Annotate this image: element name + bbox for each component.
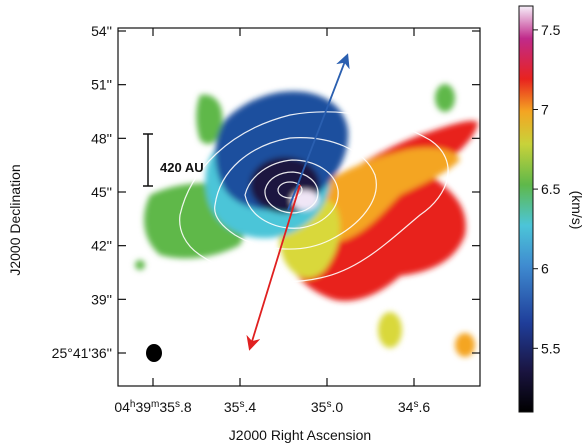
- y-axis-title: J2000 Declination: [7, 164, 23, 275]
- patch: [422, 228, 458, 252]
- contour: [244, 159, 339, 229]
- y-axis: 54'' 51'' 48'' 45'' 42'' 39'' 25°41'36'': [52, 23, 480, 361]
- colorbar-ticks: 7.5 7 6.5 6 5.5: [533, 22, 561, 356]
- patch: [135, 260, 145, 270]
- x-tick-label: 04h39m35s.8: [114, 399, 192, 416]
- scale-bar: 420 AU: [143, 133, 204, 187]
- x-axis-title: J2000 Right Ascension: [229, 427, 371, 443]
- plot-frame: [117, 27, 481, 387]
- contour: [277, 181, 303, 199]
- red-outflow-arrow: [246, 184, 301, 351]
- y-tick-label: 51'': [91, 77, 112, 93]
- contour: [264, 171, 319, 214]
- y-tick-label: 54'': [91, 23, 112, 39]
- beam-ellipse: [146, 344, 162, 362]
- contour: [214, 137, 377, 250]
- colorbar-tick-label: 7: [541, 101, 549, 117]
- y-tick-label: 45'': [91, 184, 112, 200]
- colorbar-tick-label: 7.5: [541, 22, 561, 38]
- x-axis: 04h39m35s.8 35s.4 35s.0 34s.6: [114, 28, 430, 415]
- x-tick-label: 35s.0: [311, 399, 343, 416]
- colorbar-tick-label: 5.5: [541, 340, 561, 356]
- colorbar-title: (km/s): [569, 191, 585, 230]
- velocity-map: [135, 84, 478, 357]
- patch: [435, 84, 455, 112]
- colorbar-tick-label: 6: [541, 261, 549, 277]
- patch: [378, 312, 402, 348]
- y-tick-label: 39'': [91, 291, 112, 307]
- x-tick-label: 34s.6: [398, 399, 430, 416]
- blue-outflow-arrow: [287, 53, 350, 211]
- y-tick-label: 25°41'36'': [52, 345, 112, 361]
- y-tick-label: 42'': [91, 238, 112, 254]
- green-arm: [196, 94, 223, 145]
- patch: [455, 333, 475, 357]
- contour: [179, 111, 449, 283]
- x-tick-label: 35s.4: [224, 399, 256, 416]
- colorbar-tick-label: 6.5: [541, 181, 561, 197]
- scale-bar-label: 420 AU: [160, 160, 204, 175]
- y-tick-label: 48'': [91, 130, 112, 146]
- colorbar: [518, 5, 534, 413]
